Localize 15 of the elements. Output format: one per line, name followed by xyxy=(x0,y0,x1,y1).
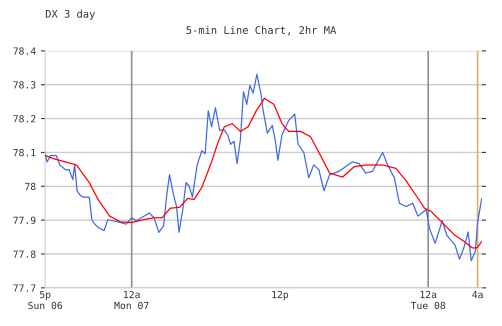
y-tick-label: 78.2 xyxy=(13,115,36,122)
x-tick-label: 4a xyxy=(472,290,483,298)
y-tick-label: 77.8 xyxy=(13,250,36,258)
y-tick-label: 78.4 xyxy=(13,47,36,55)
y-tick-label: 78.3 xyxy=(13,81,36,89)
y-tick-label: 77.9 xyxy=(13,216,36,224)
y-tick-label: 77.7 xyxy=(13,284,36,292)
x-tick-label: 12a Mon 07 xyxy=(114,290,148,310)
chart-subtitle: 5-min Line Chart, 2hr MA xyxy=(186,26,336,36)
x-tick-label: 5p Sun 06 xyxy=(28,290,62,310)
y-tick-label: 78.1 xyxy=(13,148,36,156)
x-tick-label: 12a Tue 08 xyxy=(410,290,446,310)
x-tick-label: 12p xyxy=(272,290,288,300)
y-tick-label: 78 xyxy=(25,182,36,190)
chart-title: DX 3 day xyxy=(46,10,95,20)
